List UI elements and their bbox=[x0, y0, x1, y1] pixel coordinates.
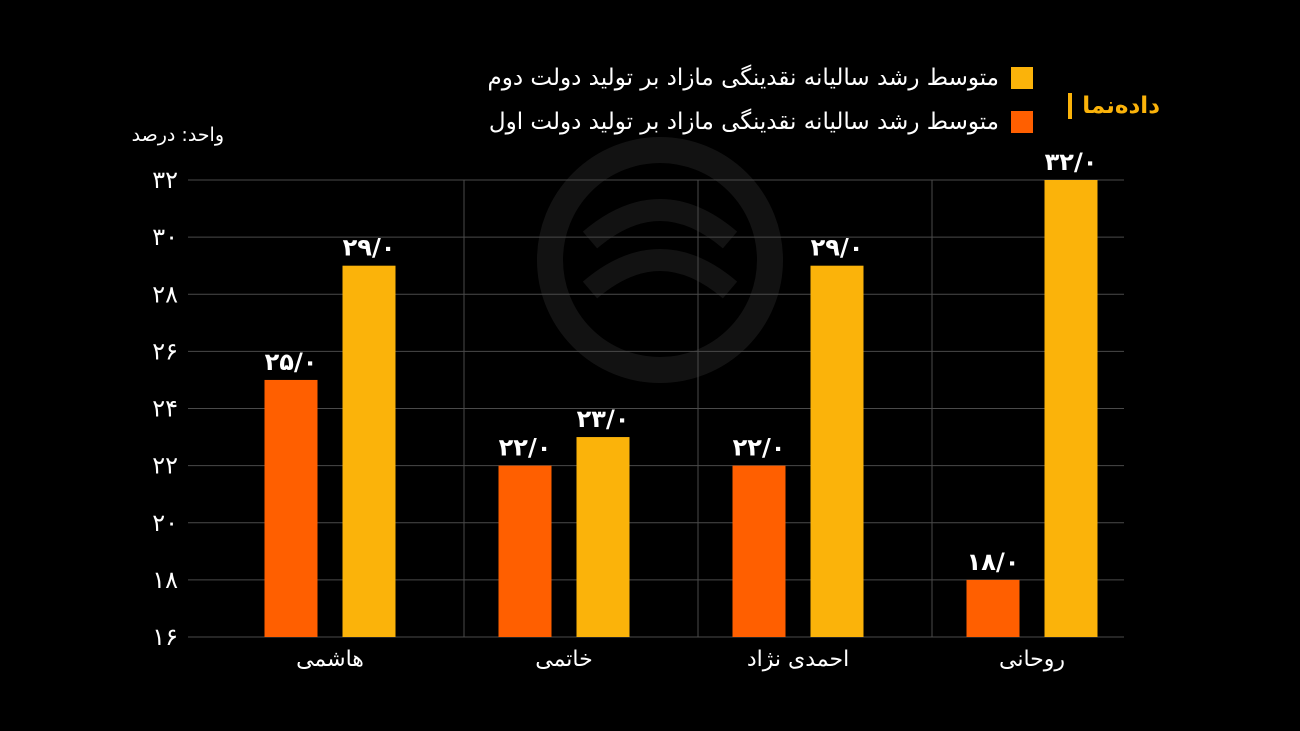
legend-item: متوسط رشد سالیانه نقدینگی مازاد بر تولید… bbox=[488, 60, 1033, 96]
data-label: ۲۹/۰ bbox=[811, 234, 864, 262]
bar-first-term bbox=[264, 379, 318, 637]
legend-label: متوسط رشد سالیانه نقدینگی مازاد بر تولید… bbox=[487, 65, 999, 91]
data-label: ۲۳/۰ bbox=[577, 405, 630, 433]
bar-first-term bbox=[498, 465, 552, 637]
y-tick-label: ۲۴ bbox=[152, 395, 178, 423]
legend-swatch bbox=[1011, 111, 1033, 133]
y-tick-label: ۳۲ bbox=[152, 166, 178, 194]
x-tick-label: خاتمی bbox=[535, 647, 592, 672]
data-label: ۳۲/۰ bbox=[1045, 148, 1098, 176]
y-tick-label: ۲۸ bbox=[152, 280, 178, 308]
legend-item: متوسط رشد سالیانه نقدینگی مازاد بر تولید… bbox=[489, 104, 1033, 140]
data-label: ۲۹/۰ bbox=[343, 234, 396, 262]
legend-swatch bbox=[1011, 67, 1033, 89]
bar-second-term bbox=[1044, 180, 1098, 637]
bar-second-term bbox=[342, 265, 396, 637]
y-tick-label: ۲۶ bbox=[152, 337, 178, 365]
bar-second-term bbox=[810, 265, 864, 637]
y-tick-label: ۲۲ bbox=[152, 452, 178, 480]
brand-logo: داده‌نما bbox=[1036, 86, 1160, 126]
y-tick-label: ۲۰ bbox=[152, 509, 178, 537]
y-tick-label: ۱۸ bbox=[152, 566, 178, 594]
x-tick-label: هاشمی bbox=[296, 647, 364, 672]
bar-second-term bbox=[576, 437, 630, 637]
data-label: ۲۵/۰ bbox=[265, 348, 318, 376]
unit-label: واحد: درصد bbox=[131, 124, 224, 146]
bar-first-term bbox=[966, 579, 1020, 637]
x-tick-label: روحانی bbox=[999, 647, 1065, 672]
y-tick-label: ۱۶ bbox=[152, 623, 178, 651]
bar-first-term bbox=[732, 465, 786, 637]
data-label: ۲۲/۰ bbox=[733, 434, 786, 462]
data-label: ۱۸/۰ bbox=[967, 548, 1020, 576]
y-tick-label: ۳۰ bbox=[152, 223, 178, 251]
data-label: ۲۲/۰ bbox=[499, 434, 552, 462]
x-tick-label: احمدی نژاد bbox=[747, 647, 849, 672]
watermark-logo-icon bbox=[537, 137, 783, 383]
brand-name: داده‌نما bbox=[1082, 93, 1160, 119]
legend-label: متوسط رشد سالیانه نقدینگی مازاد بر تولید… bbox=[488, 109, 999, 135]
brand-divider bbox=[1068, 93, 1073, 119]
